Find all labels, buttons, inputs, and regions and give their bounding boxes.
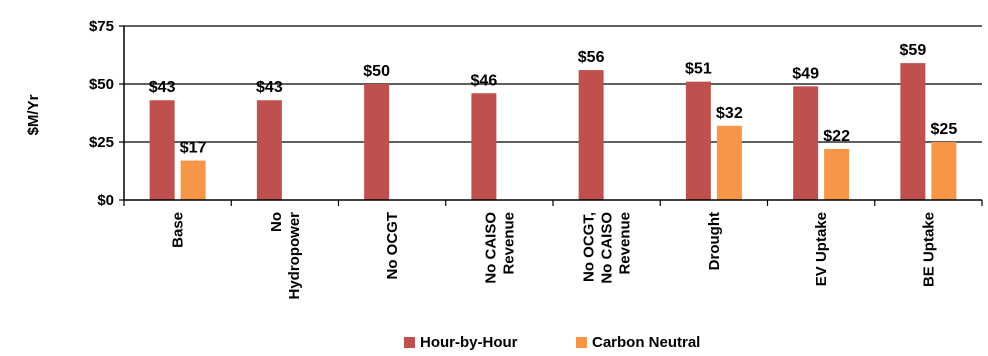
bar-carbon-neutral [824, 148, 850, 200]
legend-swatch [404, 337, 415, 348]
data-label: $59 [900, 42, 927, 59]
bar-hour-by-hour [471, 93, 497, 200]
category-label: No OCGT, No CAISO Revenue [581, 212, 634, 284]
gridlines [124, 25, 982, 143]
category-label: No OCGT [384, 212, 401, 280]
data-label: $43 [256, 79, 283, 96]
data-label: $46 [471, 72, 498, 89]
data-label: $17 [180, 140, 207, 157]
legend-swatch [576, 337, 587, 348]
category-label-line: Drought [706, 212, 723, 270]
bar-carbon-neutral [931, 142, 957, 200]
category-label-line: Revenue [500, 212, 517, 275]
category-label-line: No CAISO [599, 212, 616, 284]
bars [149, 63, 957, 201]
category-label-line: No [268, 212, 285, 232]
bar-hour-by-hour [149, 100, 175, 200]
y-tick-label: $50 [89, 76, 114, 93]
category-label: BE Uptake [920, 212, 937, 287]
category-labels: Base No Hydropower No OCGT No CAISO Revenue No… [170, 212, 938, 300]
bar-hour-by-hour [685, 81, 711, 200]
y-tick-label: $75 [89, 18, 114, 35]
data-label: $32 [716, 105, 743, 122]
data-label: $22 [823, 128, 850, 145]
data-label: $50 [363, 63, 390, 80]
category-label-line: No OCGT, [581, 212, 598, 282]
data-label: $25 [931, 121, 958, 138]
y-tick-label: $25 [89, 134, 114, 151]
bar-carbon-neutral [180, 160, 206, 200]
bar-carbon-neutral [716, 125, 742, 200]
y-tick-labels: $0 $25 $50 $75 [89, 18, 114, 209]
category-label: EV Uptake [813, 212, 830, 286]
data-label: $56 [578, 49, 605, 66]
category-label-line: EV Uptake [813, 212, 830, 286]
legend-label: Carbon Neutral [592, 334, 700, 351]
category-label: Drought [706, 212, 723, 270]
category-label-line: Revenue [617, 212, 634, 275]
category-label: No CAISO Revenue [482, 212, 517, 284]
category-label-line: Base [170, 212, 187, 248]
legend: Hour-by-Hour Carbon Neutral [404, 334, 700, 351]
data-labels: $43 $17 $43 $50 $46 $56 $51 $32 $49 $22 $59 $25 [149, 42, 958, 156]
bar-hour-by-hour [900, 63, 926, 201]
y-tick-label: $0 [97, 192, 114, 209]
category-label-line: No CAISO [482, 212, 499, 284]
category-label: Base [170, 212, 187, 248]
category-label-line: Hydropower [286, 212, 303, 300]
data-label: $49 [792, 65, 819, 82]
category-label-line: No OCGT [384, 212, 401, 280]
bar-hour-by-hour [578, 70, 604, 200]
data-label: $51 [685, 61, 712, 78]
category-label-line: BE Uptake [920, 212, 937, 287]
bar-hour-by-hour [364, 84, 390, 200]
data-label: $43 [149, 79, 176, 96]
bar-hour-by-hour [793, 86, 819, 200]
category-label: No Hydropower [268, 212, 303, 300]
y-axis-title: $M/Yr [25, 94, 42, 135]
axes [119, 25, 983, 206]
bar-hour-by-hour [256, 100, 282, 200]
legend-label: Hour-by-Hour [420, 334, 518, 351]
